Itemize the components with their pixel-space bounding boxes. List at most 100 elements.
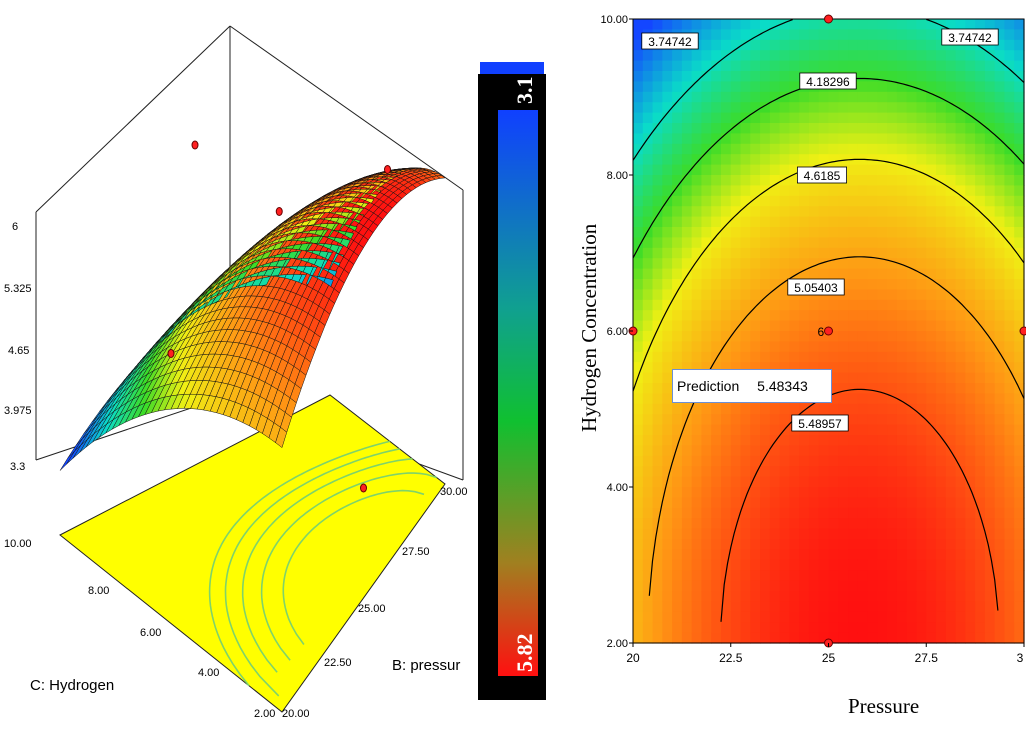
heatmap-cell bbox=[916, 321, 926, 332]
heatmap-cell bbox=[858, 40, 868, 51]
heatmap-cell bbox=[887, 622, 897, 633]
heatmap-cell bbox=[926, 633, 936, 644]
heatmap-cell bbox=[633, 539, 643, 550]
heatmap-cell bbox=[975, 487, 985, 498]
heatmap-cell bbox=[946, 61, 956, 72]
heatmap-cell bbox=[897, 40, 907, 51]
heatmap-cell bbox=[770, 601, 780, 612]
heatmap-cell bbox=[809, 102, 819, 113]
heatmap-cell bbox=[887, 40, 897, 51]
x-axis-label: Pressure bbox=[848, 694, 919, 718]
heatmap-cell bbox=[760, 154, 770, 165]
heatmap-cell bbox=[1004, 622, 1014, 633]
heatmap-cell bbox=[633, 529, 643, 540]
heatmap-cell bbox=[662, 269, 672, 280]
surface-mesh bbox=[60, 168, 445, 471]
heatmap-cell bbox=[897, 508, 907, 519]
heatmap-cell bbox=[760, 560, 770, 571]
heatmap-cell bbox=[848, 165, 858, 176]
heatmap-cell bbox=[721, 425, 731, 436]
heatmap-cell bbox=[809, 185, 819, 196]
heatmap-cell bbox=[829, 92, 839, 103]
heatmap-cell bbox=[995, 196, 1005, 207]
heatmap-cell bbox=[916, 549, 926, 560]
heatmap-cell bbox=[936, 144, 946, 155]
heatmap-cell bbox=[1004, 373, 1014, 384]
heatmap-cell bbox=[975, 404, 985, 415]
heatmap-cell bbox=[633, 341, 643, 352]
heatmap-cell bbox=[653, 352, 663, 363]
heatmap-cell bbox=[760, 144, 770, 155]
heatmap-cell bbox=[692, 487, 702, 498]
heatmap-cell bbox=[662, 549, 672, 560]
heatmap-cell bbox=[672, 487, 682, 498]
heatmap-cell bbox=[848, 352, 858, 363]
heatmap-cell bbox=[916, 217, 926, 228]
heatmap-cell bbox=[946, 154, 956, 165]
heatmap-cell bbox=[633, 279, 643, 290]
heatmap-cell bbox=[858, 362, 868, 373]
heatmap-cell bbox=[907, 466, 917, 477]
heatmap-cell bbox=[721, 445, 731, 456]
heatmap-cell bbox=[829, 50, 839, 61]
heatmap-cell bbox=[995, 445, 1005, 456]
heatmap-cell bbox=[838, 123, 848, 134]
heatmap-cell bbox=[907, 227, 917, 238]
heatmap-cell bbox=[1004, 185, 1014, 196]
heatmap-cell bbox=[711, 196, 721, 207]
heatmap-cell bbox=[799, 217, 809, 228]
heatmap-cell bbox=[985, 81, 995, 92]
heatmap-cell bbox=[633, 300, 643, 311]
heatmap-cell bbox=[887, 529, 897, 540]
heatmap-cell bbox=[1014, 466, 1024, 477]
heatmap-cell bbox=[780, 269, 790, 280]
heatmap-cell bbox=[858, 497, 868, 508]
heatmap-cell bbox=[692, 71, 702, 82]
heatmap-cell bbox=[780, 310, 790, 321]
heatmap-cell bbox=[633, 50, 643, 61]
heatmap-cell bbox=[985, 237, 995, 248]
heatmap-cell bbox=[936, 581, 946, 592]
heatmap-cell bbox=[672, 113, 682, 124]
heatmap-cell bbox=[975, 144, 985, 155]
pressure-tick-label: 20.00 bbox=[282, 708, 310, 720]
heatmap-cell bbox=[789, 123, 799, 134]
heatmap-cell bbox=[858, 529, 868, 540]
heatmap-cell bbox=[946, 601, 956, 612]
heatmap-cell bbox=[858, 601, 868, 612]
heatmap-cell bbox=[692, 206, 702, 217]
heatmap-cell bbox=[721, 144, 731, 155]
heatmap-cell bbox=[975, 196, 985, 207]
heatmap-cell bbox=[662, 601, 672, 612]
heatmap-cell bbox=[672, 123, 682, 134]
heatmap-cell bbox=[848, 113, 858, 124]
heatmap-cell bbox=[956, 61, 966, 72]
heatmap-cell bbox=[985, 279, 995, 290]
heatmap-cell bbox=[809, 529, 819, 540]
heatmap-cell bbox=[780, 40, 790, 51]
heatmap-cell bbox=[701, 29, 711, 40]
heatmap-cell bbox=[682, 331, 692, 342]
heatmap-cell bbox=[956, 331, 966, 342]
heatmap-cell bbox=[916, 622, 926, 633]
heatmap-cell bbox=[877, 185, 887, 196]
heatmap-cell bbox=[946, 237, 956, 248]
heatmap-cell bbox=[897, 206, 907, 217]
heatmap-cell bbox=[682, 61, 692, 72]
heatmap-cell bbox=[956, 508, 966, 519]
heatmap-cell bbox=[868, 518, 878, 529]
heatmap-cell bbox=[780, 321, 790, 332]
heatmap-cell bbox=[692, 133, 702, 144]
heatmap-cell bbox=[946, 321, 956, 332]
heatmap-cell bbox=[789, 133, 799, 144]
heatmap-cell bbox=[701, 133, 711, 144]
heatmap-cell bbox=[809, 466, 819, 477]
heatmap-cell bbox=[682, 227, 692, 238]
heatmap-cell bbox=[643, 217, 653, 228]
heatmap-cell bbox=[926, 539, 936, 550]
heatmap-cell bbox=[653, 217, 663, 228]
heatmap-cell bbox=[701, 289, 711, 300]
heatmap-cell bbox=[819, 50, 829, 61]
heatmap-cell bbox=[789, 445, 799, 456]
heatmap-cell bbox=[985, 601, 995, 612]
